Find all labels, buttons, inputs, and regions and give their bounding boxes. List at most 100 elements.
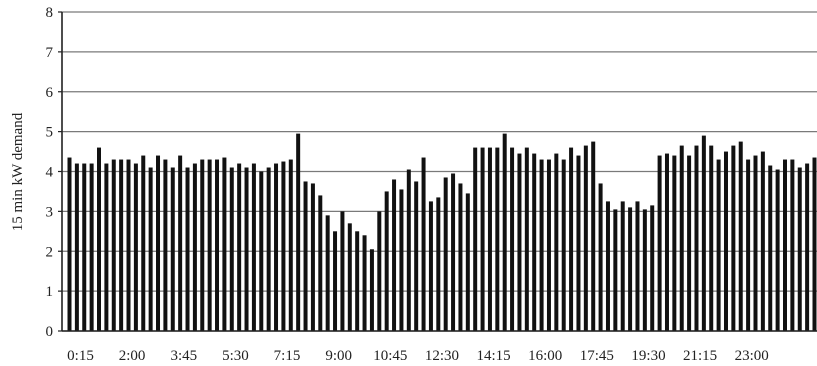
bar	[266, 167, 271, 331]
bar	[97, 147, 101, 331]
bar	[583, 145, 588, 331]
bar	[731, 145, 736, 331]
bar	[465, 193, 470, 331]
bar	[605, 201, 610, 331]
bar	[163, 159, 168, 331]
bar	[259, 171, 264, 331]
bar	[384, 191, 389, 331]
bar	[642, 209, 647, 331]
bar	[222, 157, 227, 331]
bar	[340, 211, 345, 332]
y-tick-label: 2	[46, 244, 54, 260]
bar	[111, 159, 116, 331]
bar	[421, 157, 426, 331]
bar	[451, 173, 456, 331]
bar	[296, 133, 301, 331]
y-tick-label: 7	[46, 45, 54, 61]
bar	[443, 177, 448, 331]
bar	[215, 159, 220, 331]
x-tick-label: 0:15	[67, 348, 94, 364]
x-tick-label: 21:15	[683, 348, 717, 364]
bar	[436, 197, 441, 331]
bar	[650, 205, 655, 331]
bar	[355, 231, 360, 331]
bar	[178, 155, 183, 331]
bar	[524, 147, 529, 331]
x-tick-label: 14:15	[477, 348, 511, 364]
x-tick-label: 2:00	[119, 348, 146, 364]
bar	[664, 153, 669, 331]
bar	[694, 145, 699, 331]
bar	[679, 145, 684, 331]
bar	[716, 159, 721, 331]
bar	[783, 159, 787, 331]
bar	[569, 147, 574, 331]
bar	[805, 163, 810, 331]
bar	[760, 151, 765, 331]
bar	[790, 159, 795, 331]
bar	[392, 179, 397, 331]
bar	[244, 167, 249, 331]
bar	[126, 159, 131, 331]
y-tick-label: 4	[46, 165, 54, 181]
y-tick-label: 0	[46, 324, 54, 340]
x-tick-label: 5:30	[222, 348, 249, 364]
bar	[67, 157, 72, 331]
bar	[325, 215, 330, 331]
bar	[237, 163, 242, 331]
bar	[687, 155, 692, 331]
bar	[303, 181, 308, 331]
bar	[251, 163, 256, 331]
bar	[333, 231, 338, 331]
bar	[495, 147, 500, 331]
bar	[207, 159, 212, 331]
bar	[620, 201, 625, 331]
axes	[58, 11, 817, 332]
bar	[310, 183, 315, 331]
bar	[82, 163, 87, 331]
bar	[635, 201, 640, 331]
bar	[281, 161, 286, 331]
bar	[141, 155, 146, 331]
x-tick-label: 17:45	[580, 348, 614, 364]
bar	[753, 155, 758, 331]
y-axis-label: 15 min kW demand	[10, 112, 26, 231]
bar	[598, 183, 603, 331]
bar	[480, 147, 485, 331]
bars	[67, 133, 817, 332]
y-tick-label: 8	[46, 5, 54, 21]
bar	[539, 159, 544, 331]
bar	[812, 157, 817, 331]
bar	[510, 147, 515, 331]
bar	[406, 169, 411, 331]
x-tick-labels: 0:15 2:00 3:45 5:30 7:15 9:00 10:45 12:30 14:15 1…	[67, 348, 769, 364]
bar	[775, 169, 780, 331]
bar	[458, 183, 463, 331]
bar	[701, 135, 706, 331]
bar	[554, 153, 559, 331]
bar	[517, 153, 522, 331]
x-tick-label: 7:15	[274, 348, 301, 364]
bar	[576, 155, 581, 331]
bar	[591, 141, 596, 331]
y-tick-label: 3	[46, 204, 54, 220]
bar	[156, 155, 161, 331]
y-tick-label: 5	[46, 125, 54, 141]
y-tick-label: 6	[46, 85, 54, 101]
bar	[657, 155, 662, 331]
bar	[347, 223, 352, 331]
bar	[74, 163, 79, 331]
bar	[746, 159, 751, 331]
x-tick-label: 10:45	[373, 348, 407, 364]
bar	[723, 151, 728, 331]
bar	[104, 163, 109, 331]
bar	[148, 167, 153, 331]
bar	[192, 163, 197, 331]
x-tick-label: 16:00	[528, 348, 562, 364]
bar	[399, 189, 404, 331]
y-tick-labels: 0 1 2 3 4 5 6 7 8	[46, 5, 54, 340]
x-tick-label: 3:45	[170, 348, 197, 364]
bar	[709, 145, 714, 331]
bar	[119, 159, 124, 331]
